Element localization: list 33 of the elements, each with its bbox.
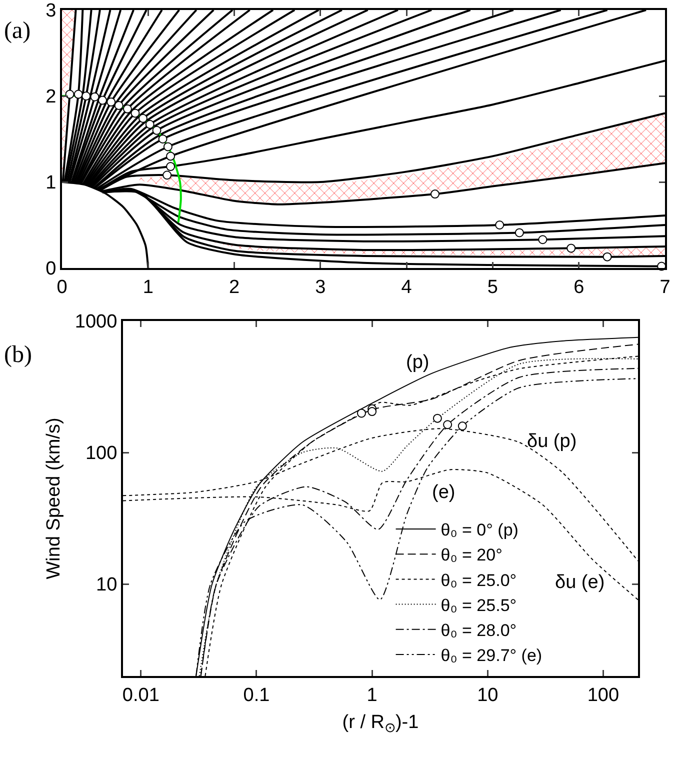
x-tick-label: 1 xyxy=(366,684,378,706)
x-tick-label: 0.01 xyxy=(122,684,160,706)
legend-label: θ₀ = 25.5° xyxy=(440,596,517,615)
x-tick-label: 0.1 xyxy=(243,684,270,706)
legend-label: θ₀ = 20° xyxy=(440,546,502,565)
x-tick-label: 6 xyxy=(574,276,584,298)
legend-label: θ₀ = 28.0° xyxy=(440,621,517,640)
x-tick-label: 4 xyxy=(401,276,412,298)
y-tick-label: 100 xyxy=(85,443,118,464)
x-tick-label: 1 xyxy=(142,276,154,298)
text: (a) xyxy=(4,18,31,44)
y-tick-label: 2 xyxy=(46,86,56,108)
text: (b) xyxy=(4,342,32,368)
x-tick-label: 10 xyxy=(477,684,498,706)
legend-label: θ₀ = 29.7° (e) xyxy=(440,646,542,666)
x-tick-label: 3 xyxy=(315,276,326,298)
x-tick-label: 2 xyxy=(229,276,240,298)
y-tick-label: 1 xyxy=(46,172,56,194)
legend-label: θ₀ = 0° (p) xyxy=(440,520,518,540)
annotation: (p) xyxy=(406,352,430,373)
y-tick-label: 1000 xyxy=(74,312,118,333)
x-tick-label: 7 xyxy=(660,276,670,298)
annotation: (e) xyxy=(432,482,456,503)
y-tick-label: 10 xyxy=(96,574,118,596)
legend-label: θ₀ = 25.0° xyxy=(440,570,517,590)
annotation: δu (p) xyxy=(527,431,577,452)
y-tick-label: 3 xyxy=(46,0,56,22)
x-tick-label: 100 xyxy=(587,684,620,706)
y-tick-label: 0 xyxy=(46,258,56,280)
x-axis-title: (r / R$_{⊙}$)-1 xyxy=(342,712,419,736)
y-axis-title: Wind Speed (km/s) xyxy=(43,418,64,580)
x-tick-label: 5 xyxy=(487,276,498,298)
annotation: δu (e) xyxy=(555,572,605,593)
